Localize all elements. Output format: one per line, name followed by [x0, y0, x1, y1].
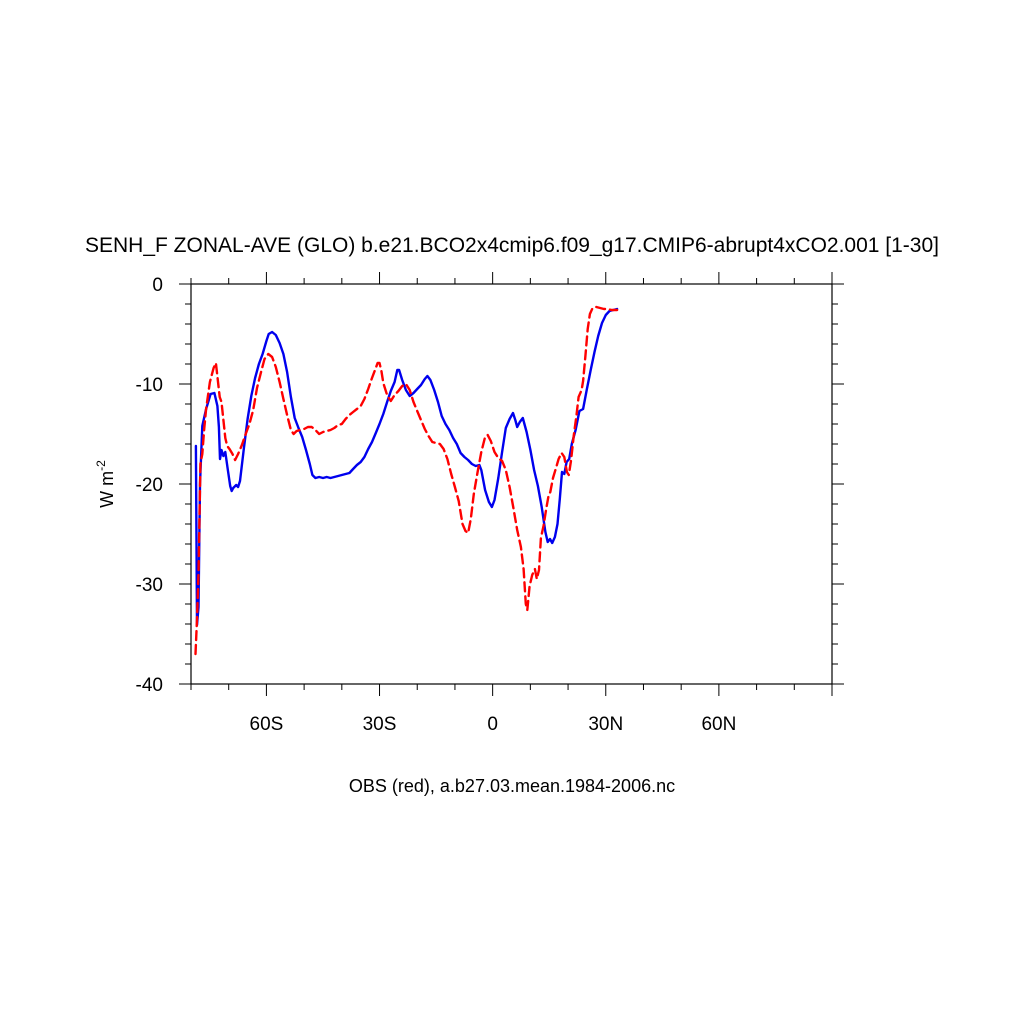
model-series-line-blue	[194, 307, 619, 627]
y-axis-label-base: W m	[97, 471, 117, 508]
plot-frame	[190, 283, 833, 685]
x-tick-label: 30N	[588, 714, 623, 735]
y-tick-label: -30	[136, 575, 163, 596]
y-tick-label: -20	[136, 475, 163, 496]
x-tick-label: 0	[487, 714, 498, 735]
x-tick-label: 60N	[701, 714, 736, 735]
x-tick-label: 30S	[363, 714, 397, 735]
plot-area: 0 -10 -20 -30 -40 60S 30S 0 30N 60N	[136, 272, 844, 735]
y-axis-label: W m-2	[94, 460, 117, 508]
y-tick-label: -10	[136, 375, 163, 396]
y-axis-label-superscript: -2	[94, 460, 108, 471]
chart-title: SENH_F ZONAL-AVE (GLO) b.e21.BCO2x4cmip6…	[85, 234, 939, 257]
y-tick-label: 0	[152, 275, 163, 296]
obs-series-line-red	[194, 305, 619, 656]
x-tick-label: 60S	[250, 714, 284, 735]
y-tick-label: -40	[136, 675, 163, 696]
x-axis-label: OBS (red), a.b27.03.mean.1984-2006.nc	[349, 776, 675, 796]
